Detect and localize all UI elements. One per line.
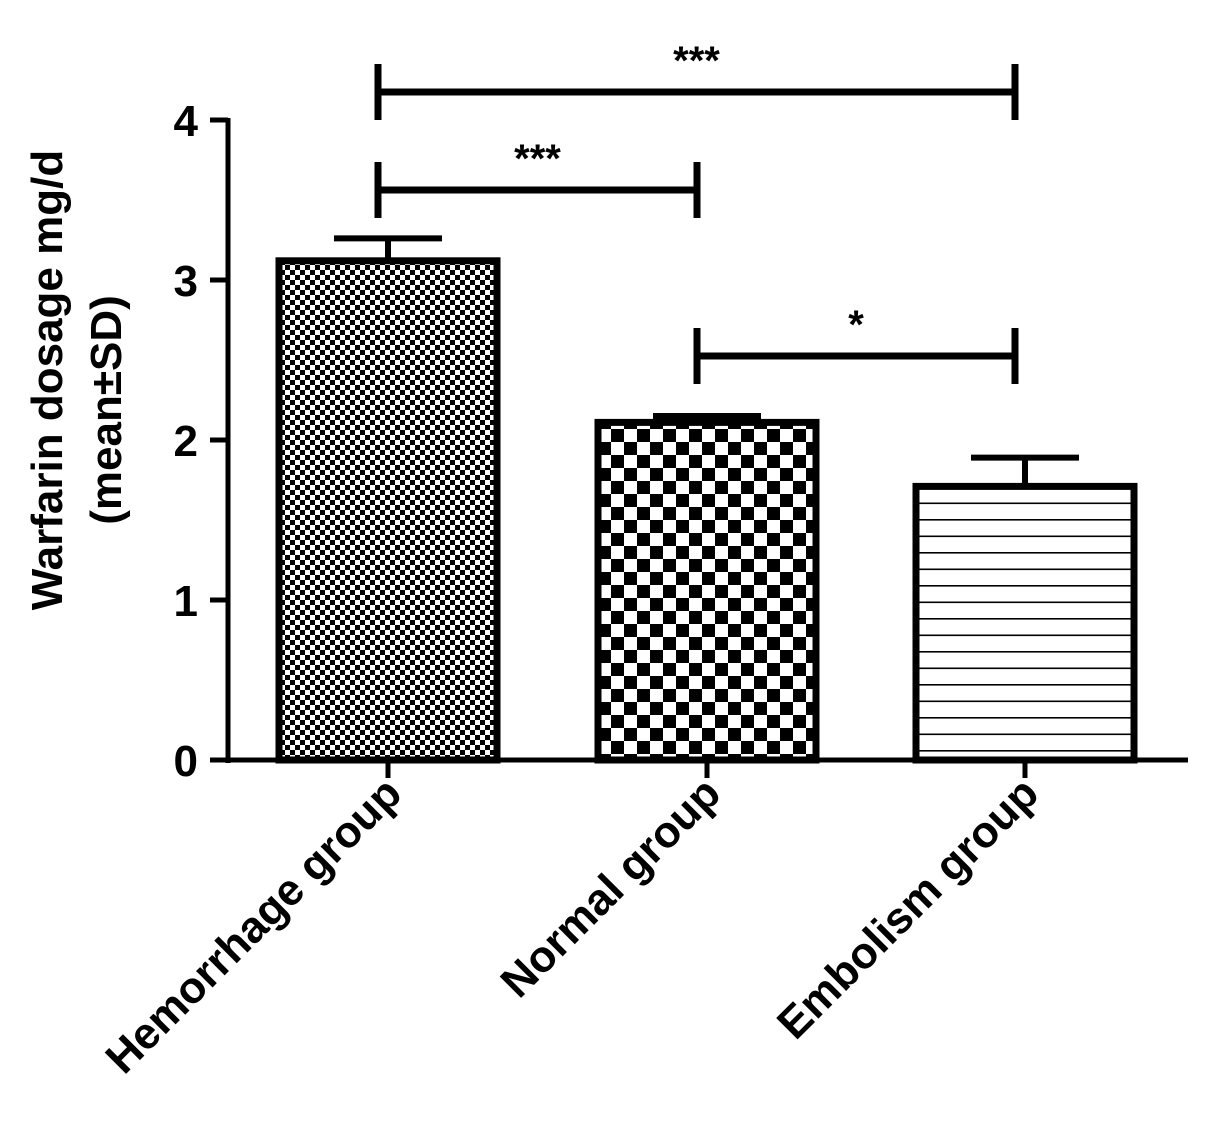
y-axis-ticks: 0 1 2 3 4 xyxy=(174,97,228,786)
y-axis-title-line-2: (mean±SD) xyxy=(82,295,131,525)
y-tick-label: 3 xyxy=(174,257,198,306)
error-bars-layer xyxy=(334,235,1079,487)
y-axis-title-line-1: Warfarin dosage mg/d xyxy=(23,150,72,610)
bar-embolism-group xyxy=(912,482,1138,764)
y-tick-label: 0 xyxy=(174,737,198,786)
x-category-label: Normal group xyxy=(491,768,730,1007)
y-tick-label: 1 xyxy=(174,577,198,626)
y-tick-label: 4 xyxy=(174,97,199,146)
significance-brackets: ******* xyxy=(374,39,1019,384)
bars-layer xyxy=(275,257,1138,764)
significance-label: *** xyxy=(673,39,720,83)
y-tick-label: 2 xyxy=(174,417,198,466)
bar-hemorrhage-group xyxy=(275,257,501,764)
x-axis-ticks: Hemorrhage group Normal group Embolism gro… xyxy=(96,760,1048,1083)
significance-label: * xyxy=(848,303,864,347)
bar-normal-group xyxy=(594,418,820,764)
x-category-label: Embolism group xyxy=(768,768,1048,1048)
significance-label: *** xyxy=(514,137,561,181)
x-category-label: Hemorrhage group xyxy=(96,768,411,1083)
